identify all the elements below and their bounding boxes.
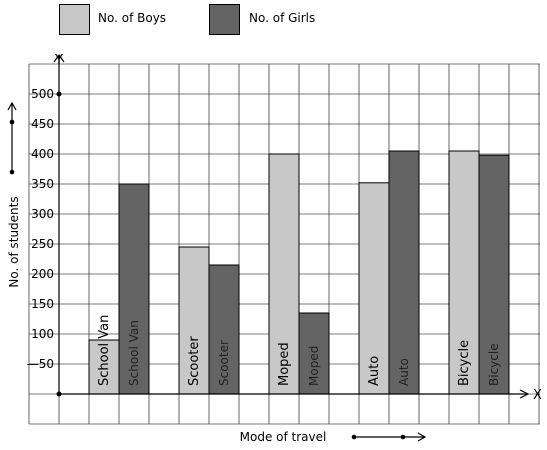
y-direction-arrowhead — [7, 101, 17, 111]
bar-label: School Van — [97, 315, 112, 386]
x-axis-letter: X — [533, 388, 542, 403]
bar-label: Auto — [397, 358, 411, 386]
y-tick-label: 350 — [31, 177, 54, 191]
bar-label: Moped — [277, 342, 292, 386]
x-direction-dot — [351, 434, 357, 440]
y-axis-arrowhead — [53, 53, 65, 63]
legend-swatch-girls — [209, 4, 240, 35]
legend-label-boys: No. of Boys — [98, 11, 167, 25]
y-axis-title: No. of students — [7, 196, 21, 287]
bar-label: Scooter — [217, 340, 231, 386]
y-tick-label: 450 — [31, 117, 54, 131]
y-direction-dot — [9, 119, 15, 125]
y-axis-letter: Y — [54, 53, 63, 68]
x-axis-arrowhead — [519, 389, 530, 399]
bar-label: Scooter — [187, 336, 202, 386]
x-axis-title: Mode of travel — [240, 430, 327, 444]
bar-girls — [388, 150, 420, 395]
y-tick-label: 250 — [31, 237, 54, 251]
bar-label: Bicycle — [487, 343, 501, 386]
y-tick-label: 100 — [31, 327, 54, 341]
bar-boys — [268, 153, 300, 395]
y-tick-label: 300 — [31, 207, 54, 221]
origin-dot — [56, 391, 62, 397]
y-tick-label: 200 — [31, 267, 54, 281]
bar-label: Auto — [367, 356, 382, 386]
bar-label: Moped — [307, 346, 321, 386]
y-tick-label: 150 — [31, 297, 54, 311]
bar-boys — [178, 246, 210, 395]
y-direction-dot — [9, 169, 15, 175]
x-direction-arrowhead — [417, 432, 427, 442]
bar-label: School Van — [127, 320, 141, 386]
bar-girls — [298, 312, 330, 395]
bar-boys — [88, 339, 120, 395]
y-tick-label: 400 — [31, 147, 54, 161]
legend-swatch-boys — [59, 4, 90, 35]
bar-label: Bicycle — [457, 340, 472, 386]
bar-girls — [478, 154, 510, 395]
y-tick-label: —50 — [27, 357, 54, 371]
legend-label-girls: No. of Girls — [249, 11, 316, 25]
y-axis-top-dot — [56, 91, 62, 97]
y-tick-label: 500 — [31, 87, 54, 101]
x-direction-dot — [400, 434, 406, 440]
bar-girls — [118, 183, 150, 395]
